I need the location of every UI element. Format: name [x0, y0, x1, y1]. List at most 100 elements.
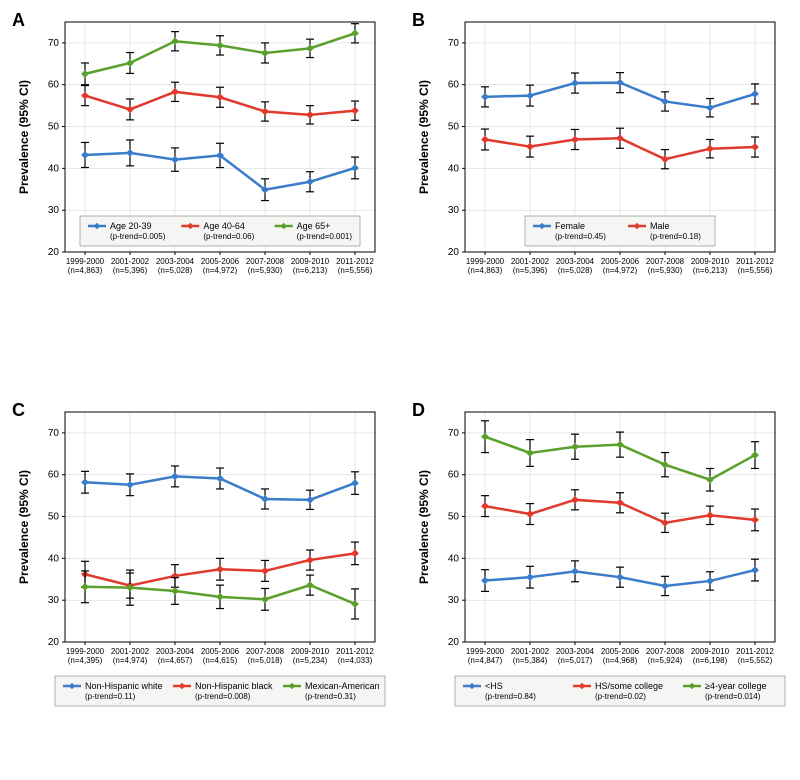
svg-text:(p-trend=0.31): (p-trend=0.31) — [305, 692, 356, 701]
svg-text:(p-trend=0.001): (p-trend=0.001) — [297, 232, 353, 241]
svg-text:(n=5,556): (n=5,556) — [738, 266, 773, 275]
panel-label-A: A — [12, 10, 25, 31]
svg-text:70: 70 — [448, 428, 460, 439]
svg-text:Non-Hispanic white: Non-Hispanic white — [85, 681, 163, 691]
svg-text:(n=5,930): (n=5,930) — [248, 266, 283, 275]
svg-text:Age 65+: Age 65+ — [297, 221, 331, 231]
svg-text:2007-2008: 2007-2008 — [646, 647, 685, 656]
svg-text:2001-2002: 2001-2002 — [511, 257, 550, 266]
svg-text:2007-2008: 2007-2008 — [246, 647, 285, 656]
svg-text:2005-2006: 2005-2006 — [601, 647, 640, 656]
svg-text:2009-2010: 2009-2010 — [691, 257, 730, 266]
svg-text:(n=5,396): (n=5,396) — [513, 266, 548, 275]
svg-text:20: 20 — [48, 637, 60, 648]
svg-text:2009-2010: 2009-2010 — [291, 647, 330, 656]
svg-text:(n=5,930): (n=5,930) — [648, 266, 683, 275]
panel-label-B: B — [412, 10, 425, 31]
svg-text:60: 60 — [448, 470, 460, 481]
svg-text:(n=4,847): (n=4,847) — [468, 656, 503, 665]
svg-text:Prevalence (95% CI): Prevalence (95% CI) — [417, 470, 431, 584]
chart-C: 203040506070Prevalence (95% CI)1999-2000… — [10, 400, 390, 778]
panel-D: D203040506070Prevalence (95% CI)1999-200… — [410, 400, 790, 780]
svg-text:30: 30 — [48, 595, 60, 606]
svg-text:2011-2012: 2011-2012 — [736, 257, 774, 266]
svg-text:50: 50 — [448, 122, 460, 133]
svg-text:(n=4,863): (n=4,863) — [68, 266, 103, 275]
svg-text:(n=5,556): (n=5,556) — [338, 266, 373, 275]
svg-text:1999-2000: 1999-2000 — [466, 257, 505, 266]
svg-text:(n=6,198): (n=6,198) — [693, 656, 728, 665]
svg-text:(n=5,924): (n=5,924) — [648, 656, 683, 665]
svg-text:60: 60 — [448, 80, 460, 91]
svg-text:(n=5,028): (n=5,028) — [158, 266, 193, 275]
svg-text:20: 20 — [448, 247, 460, 258]
chart-D: 203040506070Prevalence (95% CI)1999-2000… — [410, 400, 790, 778]
svg-text:(p-trend=0.11): (p-trend=0.11) — [85, 692, 136, 701]
svg-text:Prevalence (95% CI): Prevalence (95% CI) — [417, 80, 431, 194]
svg-text:40: 40 — [448, 163, 460, 174]
svg-text:2003-2004: 2003-2004 — [156, 257, 195, 266]
svg-text:30: 30 — [448, 205, 460, 216]
svg-text:2003-2004: 2003-2004 — [556, 647, 595, 656]
svg-text:2011-2012: 2011-2012 — [336, 257, 374, 266]
chart-A: 203040506070Prevalence (95% CI)1999-2000… — [10, 10, 390, 358]
svg-text:≥4-year college: ≥4-year college — [705, 681, 766, 691]
svg-text:(n=5,384): (n=5,384) — [513, 656, 548, 665]
svg-text:(n=4,615): (n=4,615) — [203, 656, 238, 665]
svg-text:(p-trend=0.06): (p-trend=0.06) — [203, 232, 254, 241]
svg-text:Female: Female — [555, 221, 585, 231]
svg-text:70: 70 — [48, 38, 60, 49]
svg-text:(p-trend=0.45): (p-trend=0.45) — [555, 232, 606, 241]
svg-text:Non-Hispanic black: Non-Hispanic black — [195, 681, 273, 691]
svg-text:(n=5,396): (n=5,396) — [113, 266, 148, 275]
svg-text:(p-trend=0.014): (p-trend=0.014) — [705, 692, 761, 701]
svg-text:(n=4,657): (n=4,657) — [158, 656, 193, 665]
svg-text:2007-2008: 2007-2008 — [646, 257, 685, 266]
svg-text:(n=4,968): (n=4,968) — [603, 656, 638, 665]
svg-text:(n=6,213): (n=6,213) — [693, 266, 728, 275]
panel-B: B 20 30 40 50 60 70 Prevalence (95% CI) 1999-200… — [410, 10, 790, 390]
svg-text:<HS: <HS — [485, 681, 503, 691]
svg-text:HS/some college: HS/some college — [595, 681, 663, 691]
svg-text:2001-2002: 2001-2002 — [111, 647, 150, 656]
svg-text:Mexican-American: Mexican-American — [305, 681, 380, 691]
svg-text:40: 40 — [48, 163, 60, 174]
svg-text:Age 20-39: Age 20-39 — [110, 221, 152, 231]
svg-text:Age 40-64: Age 40-64 — [203, 221, 245, 231]
svg-text:(p-trend=0.84): (p-trend=0.84) — [485, 692, 536, 701]
svg-text:50: 50 — [448, 512, 460, 523]
svg-text:(n=5,234): (n=5,234) — [293, 656, 328, 665]
svg-text:60: 60 — [48, 80, 60, 91]
svg-text:70: 70 — [448, 38, 460, 49]
svg-text:Male: Male — [650, 221, 670, 231]
svg-text:40: 40 — [448, 553, 460, 564]
svg-text:20: 20 — [48, 247, 60, 258]
svg-text:2003-2004: 2003-2004 — [156, 647, 195, 656]
svg-text:1999-2000: 1999-2000 — [66, 647, 105, 656]
figure: A 20 30 40 50 60 70 Prevalence (95% CI) 1999-200… — [0, 0, 800, 780]
svg-text:(p-trend=0.005): (p-trend=0.005) — [110, 232, 166, 241]
svg-text:Prevalence (95% CI): Prevalence (95% CI) — [17, 80, 31, 194]
svg-text:2009-2010: 2009-2010 — [291, 257, 330, 266]
panel-A: A203040506070Prevalence (95% CI)1999-200… — [10, 10, 390, 390]
svg-text:2005-2006: 2005-2006 — [201, 647, 240, 656]
svg-text:2011-2012: 2011-2012 — [736, 647, 774, 656]
chart-B: 20 30 40 50 60 70 Prevalence (95% CI) 1999-2000… — [410, 10, 790, 358]
svg-text:2001-2002: 2001-2002 — [511, 647, 550, 656]
svg-text:(n=6,213): (n=6,213) — [293, 266, 328, 275]
svg-text:(n=4,972): (n=4,972) — [203, 266, 238, 275]
svg-text:2011-2012: 2011-2012 — [336, 647, 374, 656]
svg-text:(n=4,972): (n=4,972) — [603, 266, 638, 275]
svg-text:50: 50 — [48, 122, 60, 133]
svg-text:(n=4,033): (n=4,033) — [338, 656, 373, 665]
svg-text:2001-2002: 2001-2002 — [111, 257, 150, 266]
svg-text:2007-2008: 2007-2008 — [246, 257, 285, 266]
svg-text:1999-2000: 1999-2000 — [66, 257, 105, 266]
svg-text:30: 30 — [448, 595, 460, 606]
svg-text:(n=4,974): (n=4,974) — [113, 656, 148, 665]
svg-text:(n=5,017): (n=5,017) — [558, 656, 593, 665]
svg-text:2003-2004: 2003-2004 — [556, 257, 595, 266]
svg-text:(p-trend=0.02): (p-trend=0.02) — [595, 692, 646, 701]
svg-text:(p-trend=0.008): (p-trend=0.008) — [195, 692, 251, 701]
svg-text:(n=5,552): (n=5,552) — [738, 656, 773, 665]
